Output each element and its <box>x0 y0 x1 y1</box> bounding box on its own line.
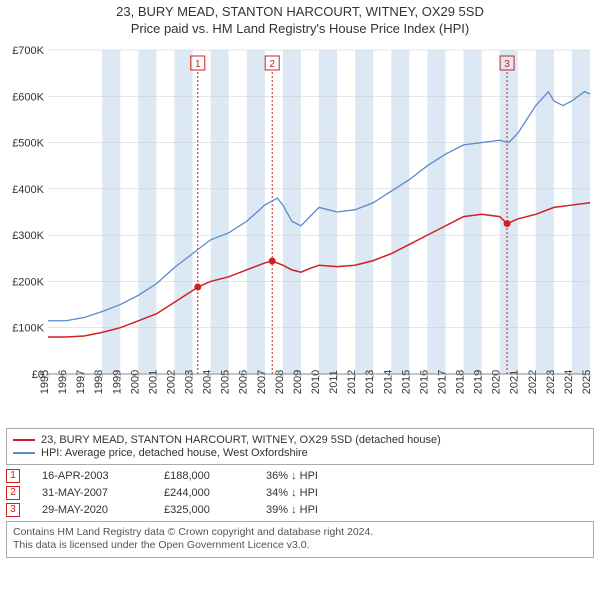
legend-swatch <box>13 439 35 441</box>
title-line-1: 23, BURY MEAD, STANTON HARCOURT, WITNEY,… <box>4 4 596 21</box>
x-tick-label: 2024 <box>563 370 575 394</box>
marker-number-box: 3 <box>6 503 20 517</box>
marker-row: 1 16-APR-2003 £188,000 36% ↓ HPI <box>6 469 594 483</box>
x-tick-label: 2012 <box>346 370 358 394</box>
year-band <box>211 50 229 374</box>
year-band <box>464 50 482 374</box>
marker-label: 2 <box>269 59 275 70</box>
marker-row: 3 29-MAY-2020 £325,000 39% ↓ HPI <box>6 503 594 517</box>
x-tick-label: 2021 <box>509 370 521 394</box>
x-tick-label: 2022 <box>527 370 539 394</box>
year-band <box>247 50 265 374</box>
chart-title: 23, BURY MEAD, STANTON HARCOURT, WITNEY,… <box>4 4 596 38</box>
marker-date: 31-MAY-2007 <box>42 487 142 499</box>
y-tick-label: £100K <box>12 322 44 334</box>
x-tick-label: 2014 <box>382 370 394 394</box>
chart-svg: £0£100K£200K£300K£400K£500K£600K£700K199… <box>4 42 596 422</box>
sale-point <box>269 257 276 264</box>
year-band <box>391 50 409 374</box>
marker-date: 29-MAY-2020 <box>42 504 142 516</box>
marker-row: 2 31-MAY-2007 £244,000 34% ↓ HPI <box>6 486 594 500</box>
x-tick-label: 2007 <box>256 370 268 394</box>
attribution-line-2: This data is licensed under the Open Gov… <box>13 539 587 553</box>
x-tick-label: 2009 <box>292 370 304 394</box>
y-tick-label: £500K <box>12 137 44 149</box>
x-tick-label: 2010 <box>310 370 322 394</box>
marker-price: £244,000 <box>164 487 244 499</box>
x-tick-label: 2000 <box>129 370 141 394</box>
y-tick-label: £700K <box>12 45 44 57</box>
marker-number-box: 2 <box>6 486 20 500</box>
sale-point <box>194 283 201 290</box>
title-line-2: Price paid vs. HM Land Registry's House … <box>4 21 596 38</box>
x-tick-label: 2019 <box>473 370 485 394</box>
x-tick-label: 2015 <box>400 370 412 394</box>
x-tick-label: 2020 <box>491 370 503 394</box>
x-tick-label: 2005 <box>220 370 232 394</box>
marker-label: 3 <box>504 59 510 70</box>
x-tick-label: 1996 <box>57 370 69 394</box>
x-tick-label: 2001 <box>147 370 159 394</box>
x-tick-label: 2023 <box>545 370 557 394</box>
sale-point <box>504 220 511 227</box>
year-band <box>355 50 373 374</box>
legend: 23, BURY MEAD, STANTON HARCOURT, WITNEY,… <box>6 428 594 465</box>
marker-date: 16-APR-2003 <box>42 470 142 482</box>
x-tick-label: 2016 <box>418 370 430 394</box>
legend-item: 23, BURY MEAD, STANTON HARCOURT, WITNEY,… <box>13 434 587 446</box>
x-tick-label: 2002 <box>165 370 177 394</box>
year-band <box>500 50 518 374</box>
marker-number-box: 1 <box>6 469 20 483</box>
attribution: Contains HM Land Registry data © Crown c… <box>6 521 594 558</box>
y-tick-label: £600K <box>12 91 44 103</box>
year-band <box>138 50 156 374</box>
year-band <box>319 50 337 374</box>
x-tick-label: 2004 <box>202 370 214 394</box>
x-tick-label: 1995 <box>39 370 51 394</box>
year-band <box>102 50 120 374</box>
x-tick-label: 1997 <box>75 370 87 394</box>
legend-label: HPI: Average price, detached house, West… <box>41 447 308 459</box>
marker-pct: 36% ↓ HPI <box>266 470 366 482</box>
y-tick-label: £400K <box>12 184 44 196</box>
year-band <box>536 50 554 374</box>
x-tick-label: 2013 <box>364 370 376 394</box>
legend-swatch <box>13 452 35 454</box>
y-tick-label: £300K <box>12 230 44 242</box>
marker-price: £325,000 <box>164 504 244 516</box>
attribution-line-1: Contains HM Land Registry data © Crown c… <box>13 526 587 540</box>
chart-area: £0£100K£200K£300K£400K£500K£600K£700K199… <box>4 42 596 422</box>
marker-price: £188,000 <box>164 470 244 482</box>
year-band <box>283 50 301 374</box>
y-tick-label: £200K <box>12 276 44 288</box>
x-tick-label: 2008 <box>274 370 286 394</box>
x-tick-label: 1999 <box>111 370 123 394</box>
x-tick-label: 2017 <box>436 370 448 394</box>
year-band <box>427 50 445 374</box>
marker-pct: 39% ↓ HPI <box>266 504 366 516</box>
x-tick-label: 2018 <box>455 370 467 394</box>
legend-item: HPI: Average price, detached house, West… <box>13 447 587 459</box>
x-tick-label: 1998 <box>93 370 105 394</box>
marker-pct: 34% ↓ HPI <box>266 487 366 499</box>
marker-table: 1 16-APR-2003 £188,000 36% ↓ HPI 2 31-MAY-200… <box>6 469 594 517</box>
legend-label: 23, BURY MEAD, STANTON HARCOURT, WITNEY,… <box>41 434 441 446</box>
x-tick-label: 2025 <box>581 370 593 394</box>
x-tick-label: 2006 <box>238 370 250 394</box>
x-tick-label: 2003 <box>184 370 196 394</box>
marker-label: 1 <box>195 59 201 70</box>
year-band <box>174 50 192 374</box>
